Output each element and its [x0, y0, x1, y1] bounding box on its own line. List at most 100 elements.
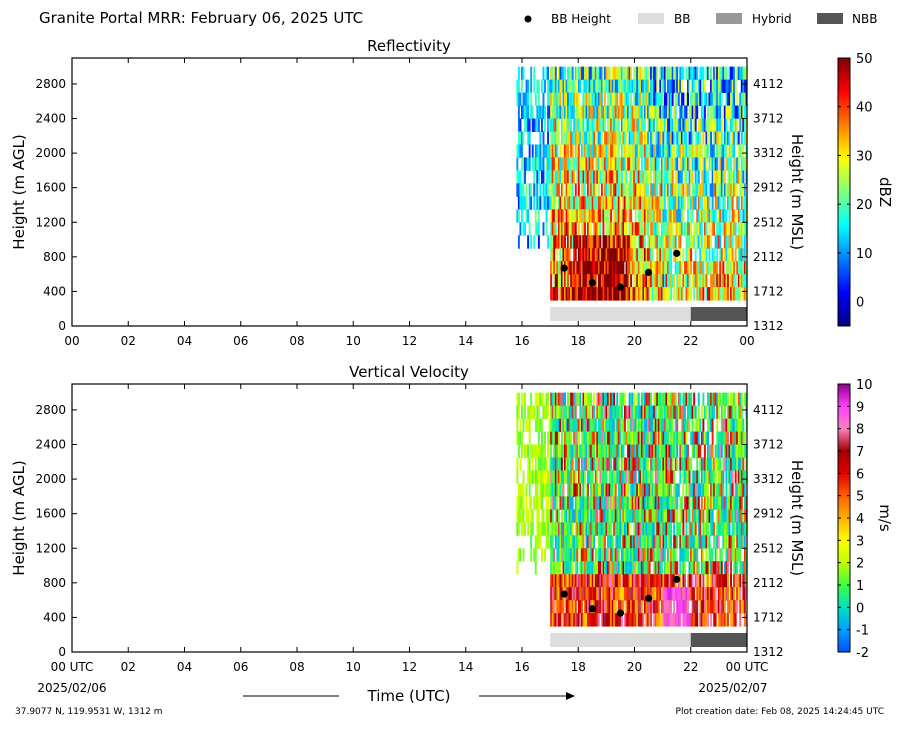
location-text: 37.9077 N, 119.9531 W, 1312 m [15, 707, 163, 717]
velocity-colorbar-tick-label: 0 [856, 601, 864, 616]
reflectivity-y2-tick-label: 1712 [753, 284, 784, 298]
reflectivity-y-tick-label: 1200 [35, 215, 66, 229]
velocity-colorbar-tick-label: -2 [856, 646, 869, 661]
velocity-colorbar-tick-label: 7 [856, 445, 864, 460]
time-arrow-head-icon [566, 692, 575, 700]
reflectivity-x-tick-label: 16 [514, 334, 529, 348]
reflectivity-y2-tick-label: 3712 [753, 112, 784, 126]
legend-hybrid-label: Hybrid [752, 12, 792, 26]
reflectivity-x-tick-label: 06 [233, 334, 248, 348]
velocity-y-tick-label: 1200 [35, 541, 66, 555]
velocity-x-tick-label: 22 [683, 660, 698, 674]
velocity-x-tick-label: 06 [233, 660, 248, 674]
velocity-y2-tick-label: 4112 [753, 403, 784, 417]
reflectivity-x-tick-label: 22 [683, 334, 698, 348]
velocity-bb-height-point [588, 605, 596, 613]
legend-bb-label: BB [674, 12, 690, 26]
velocity-x-tick-label: 00 UTC [51, 660, 94, 674]
legend-nbb-label: NBB [852, 12, 877, 26]
reflectivity-colorbar [837, 57, 851, 327]
reflectivity-ylabel: Height (m AGL) [10, 134, 28, 249]
velocity-colorbar-tick-label: 6 [856, 467, 864, 482]
velocity-y-tick-label: 2000 [35, 472, 66, 486]
legend-hybrid-patch [716, 13, 742, 24]
reflectivity-y2-tick-label: 2912 [753, 181, 784, 195]
velocity-y-tick-label: 400 [43, 610, 66, 624]
velocity-colorbar-tick-label: 9 [856, 400, 864, 415]
figure-title: Granite Portal MRR: February 06, 2025 UT… [39, 9, 363, 27]
reflectivity-colorbar-tick-label: 10 [856, 247, 873, 262]
velocity-x-tick-label: 00 UTC [726, 660, 769, 674]
velocity-x-tick-label: 20 [627, 660, 642, 674]
reflectivity-y-tick-label: 1600 [35, 181, 66, 195]
velocity-y2-tick-label: 2112 [753, 576, 784, 590]
velocity-y-tick-label: 1600 [35, 507, 66, 521]
reflectivity-y-tick-label: 2400 [35, 112, 66, 126]
reflectivity-bb-height-point [616, 283, 625, 291]
velocity-x-tick-label: 02 [121, 660, 136, 674]
velocity-bb-height-point [644, 594, 653, 603]
reflectivity-bb-height-point [560, 264, 568, 272]
velocity-colorbar-tick-label: -1 [856, 624, 869, 639]
velocity-title: Vertical Velocity [349, 363, 469, 381]
reflectivity-x-tick-label: 00 [64, 334, 79, 348]
velocity-colorbar-label: m/s [876, 504, 894, 532]
velocity-field [516, 392, 748, 627]
vertical-velocity-panel: Vertical Velocity Height (m AGL) Height … [10, 363, 894, 674]
reflectivity-x-tick-label: 14 [458, 334, 473, 348]
velocity-y-tick-label: 2800 [35, 403, 66, 417]
creation-date-text: Plot creation date: Feb 08, 2025 14:24:4… [676, 707, 884, 717]
reflectivity-y-tick-label: 2800 [35, 77, 66, 91]
velocity-y2label: Height (m MSL) [788, 460, 806, 576]
reflectivity-colorbar-tick-label: 20 [856, 198, 873, 213]
reflectivity-x-tick-label: 08 [289, 334, 304, 348]
reflectivity-colorbar-label: dBZ [876, 177, 894, 207]
legend-nbb-patch [817, 13, 843, 24]
velocity-colorbar-tick-label: 10 [856, 378, 873, 393]
reflectivity-y-tick-label: 800 [43, 250, 66, 264]
reflectivity-bb-height-point [673, 249, 681, 257]
reflectivity-y-tick-label: 400 [43, 284, 66, 298]
legend-bb-height-dot-icon [524, 15, 532, 23]
velocity-y2-tick-label: 3312 [753, 472, 784, 486]
velocity-bb-height-point [673, 575, 681, 583]
reflectivity-y2-tick-label: 2112 [753, 250, 784, 264]
velocity-bb-type-nbb [690, 633, 747, 647]
x-axis-label: Time (UTC) [367, 687, 451, 705]
start-date: 2025/02/06 [37, 681, 106, 695]
reflectivity-bb-height-point [644, 268, 653, 276]
reflectivity-bb-height-point [588, 279, 596, 287]
legend: BB Height BB Hybrid NBB [524, 12, 877, 26]
reflectivity-y-tick-label: 0 [58, 319, 66, 333]
velocity-y-tick-label: 2400 [35, 438, 66, 452]
velocity-y2-tick-label: 3712 [753, 438, 784, 452]
velocity-y2-tick-label: 1312 [753, 645, 784, 659]
reflectivity-y2-tick-label: 2512 [753, 215, 784, 229]
velocity-bb-type-bb [550, 633, 691, 647]
reflectivity-x-tick-label: 10 [346, 334, 361, 348]
velocity-bb-height-point [560, 590, 568, 598]
legend-bb-patch [638, 13, 664, 24]
velocity-y-tick-label: 800 [43, 576, 66, 590]
reflectivity-colorbar-tick-label: 30 [856, 149, 873, 164]
reflectivity-panel: Reflectivity Height (m AGL) Height (m MS… [10, 37, 894, 348]
reflectivity-colorbar-tick-label: 0 [856, 296, 864, 311]
reflectivity-y-tick-label: 2000 [35, 146, 66, 160]
reflectivity-title: Reflectivity [367, 37, 451, 55]
velocity-ylabel: Height (m AGL) [10, 460, 28, 575]
velocity-bb-height-point [616, 609, 625, 617]
velocity-x-tick-label: 10 [346, 660, 361, 674]
velocity-y-tick-label: 0 [58, 645, 66, 659]
velocity-colorbar-tick-label: 2 [856, 557, 864, 572]
velocity-colorbar-tick-label: 1 [856, 579, 864, 594]
velocity-x-tick-label: 16 [514, 660, 529, 674]
velocity-colorbar-tick-label: 3 [856, 534, 864, 549]
velocity-x-tick-label: 12 [402, 660, 417, 674]
reflectivity-y2-tick-label: 1312 [753, 319, 784, 333]
legend-bb-height-label: BB Height [551, 12, 611, 26]
reflectivity-bb-type-nbb [690, 307, 747, 321]
velocity-x-tick-label: 04 [177, 660, 192, 674]
velocity-y2-tick-label: 2512 [753, 541, 784, 555]
reflectivity-x-tick-label: 12 [402, 334, 417, 348]
